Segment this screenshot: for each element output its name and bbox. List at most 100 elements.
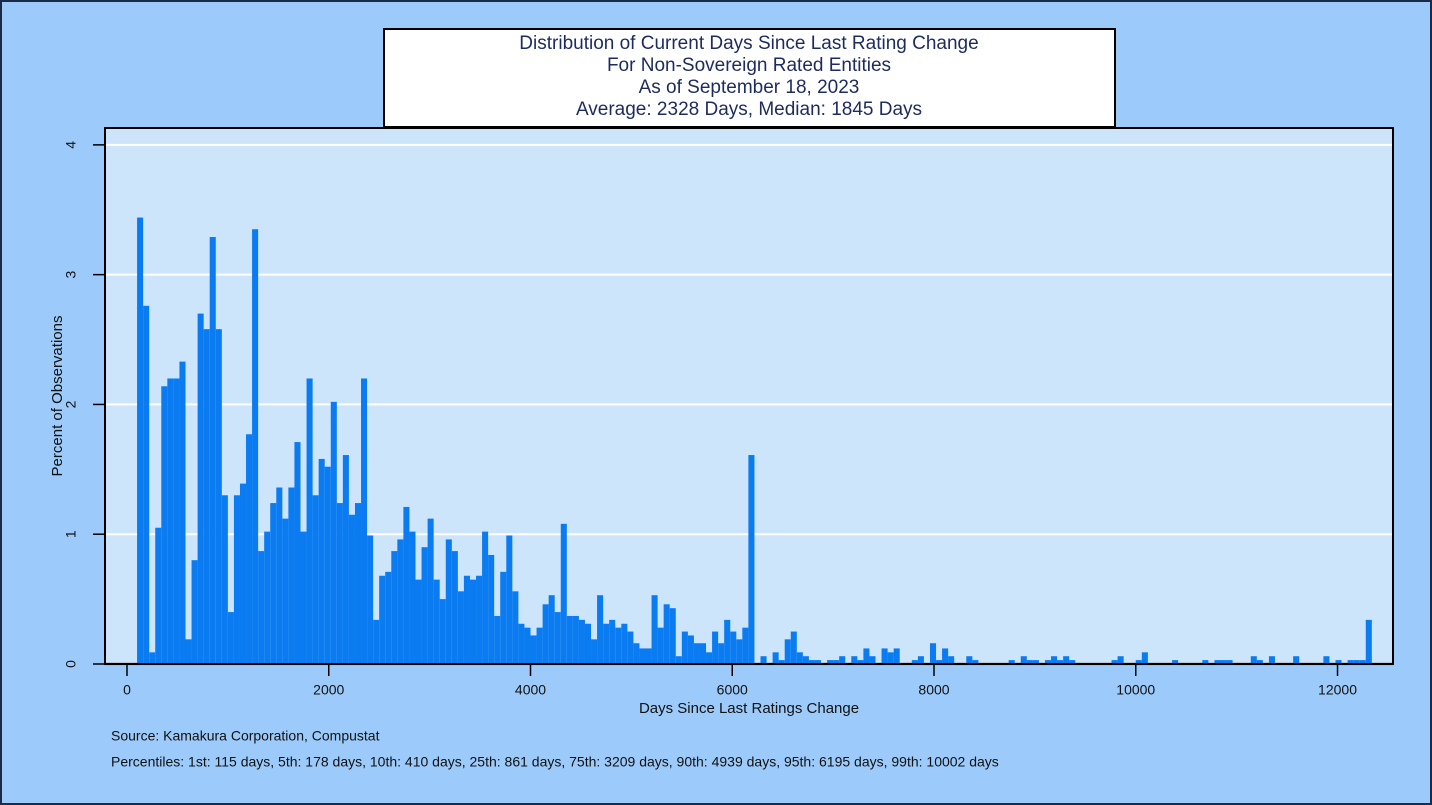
bar xyxy=(742,627,749,664)
bar xyxy=(869,656,876,664)
bar xyxy=(258,551,265,664)
bar xyxy=(506,535,513,664)
bar xyxy=(790,631,797,664)
bar xyxy=(270,503,277,664)
percentile-note: Percentiles: 1st: 115 days, 5th: 178 day… xyxy=(111,754,999,770)
x-tick-label: 6000 xyxy=(717,682,748,698)
bar xyxy=(476,575,483,664)
bar xyxy=(373,619,380,664)
bar xyxy=(1226,660,1233,664)
bar xyxy=(403,506,410,664)
bar xyxy=(657,627,664,664)
bar xyxy=(318,458,325,664)
bar xyxy=(1141,652,1148,664)
x-tick-label: 12000 xyxy=(1318,682,1357,698)
bar xyxy=(294,442,301,664)
bar xyxy=(966,656,973,664)
y-tick-label: 2 xyxy=(63,400,79,408)
bar xyxy=(730,631,737,664)
bar xyxy=(948,656,955,664)
bar xyxy=(917,656,924,664)
bar xyxy=(936,660,943,664)
bar xyxy=(1250,656,1257,664)
bar xyxy=(814,660,822,664)
bar xyxy=(887,652,894,664)
bar xyxy=(681,631,688,664)
bar xyxy=(839,656,846,664)
x-tick-label: 2000 xyxy=(313,682,344,698)
chart-title: Average: 2328 Days, Median: 1845 Days xyxy=(576,99,922,120)
bar xyxy=(929,643,937,664)
bar xyxy=(712,631,719,664)
bar xyxy=(675,656,682,664)
bar xyxy=(494,615,501,664)
bar xyxy=(693,643,700,664)
bar xyxy=(699,643,707,664)
bar xyxy=(155,527,162,664)
bar xyxy=(639,648,646,664)
bar xyxy=(385,571,392,664)
bar xyxy=(597,595,604,664)
bar xyxy=(282,518,289,664)
bar xyxy=(348,514,355,664)
bar xyxy=(560,523,567,664)
bar xyxy=(1172,660,1179,664)
bar xyxy=(306,378,313,664)
bar xyxy=(463,575,470,664)
bar xyxy=(488,554,495,664)
source-note: Source: Kamakura Corporation, Compustat xyxy=(111,728,380,744)
bar xyxy=(796,652,803,664)
bar xyxy=(354,503,362,664)
bar xyxy=(246,434,253,664)
bar xyxy=(706,652,713,664)
bar xyxy=(542,604,549,664)
bar xyxy=(276,487,283,664)
x-tick-label: 0 xyxy=(123,682,131,698)
bar xyxy=(548,595,555,664)
bar xyxy=(312,495,319,664)
bar xyxy=(469,579,477,664)
bar xyxy=(439,599,446,664)
bar xyxy=(772,652,779,664)
bar xyxy=(784,639,791,664)
bar xyxy=(736,639,743,664)
bar xyxy=(863,648,870,664)
bar xyxy=(627,631,634,664)
bar xyxy=(1353,660,1360,664)
bar xyxy=(1220,660,1227,664)
chart-title: As of September 18, 2023 xyxy=(639,77,860,98)
bar xyxy=(239,483,247,664)
bar xyxy=(1323,656,1330,664)
bar xyxy=(1044,660,1052,664)
bar xyxy=(379,575,386,664)
bar xyxy=(391,551,398,664)
bar xyxy=(203,329,210,664)
bar xyxy=(1135,660,1142,664)
bar xyxy=(645,648,652,664)
bar xyxy=(609,619,616,664)
bar xyxy=(1214,660,1221,664)
bar xyxy=(221,495,228,664)
bar xyxy=(1359,660,1366,664)
bar xyxy=(482,531,489,664)
bar xyxy=(687,635,694,664)
bar xyxy=(881,648,888,664)
bar xyxy=(1032,660,1039,664)
bar xyxy=(191,560,198,664)
bar xyxy=(724,619,731,664)
bar xyxy=(209,237,216,664)
title-box xyxy=(383,28,1116,128)
bar xyxy=(1335,660,1342,664)
bar xyxy=(802,656,809,664)
bar xyxy=(663,604,670,664)
bar xyxy=(1117,656,1124,664)
bar xyxy=(633,643,640,664)
bar xyxy=(578,619,585,664)
y-tick-label: 1 xyxy=(63,530,79,538)
bar xyxy=(330,401,337,664)
bar xyxy=(252,229,259,664)
bar xyxy=(1051,656,1058,664)
bar xyxy=(161,386,168,664)
bar xyxy=(367,535,374,664)
